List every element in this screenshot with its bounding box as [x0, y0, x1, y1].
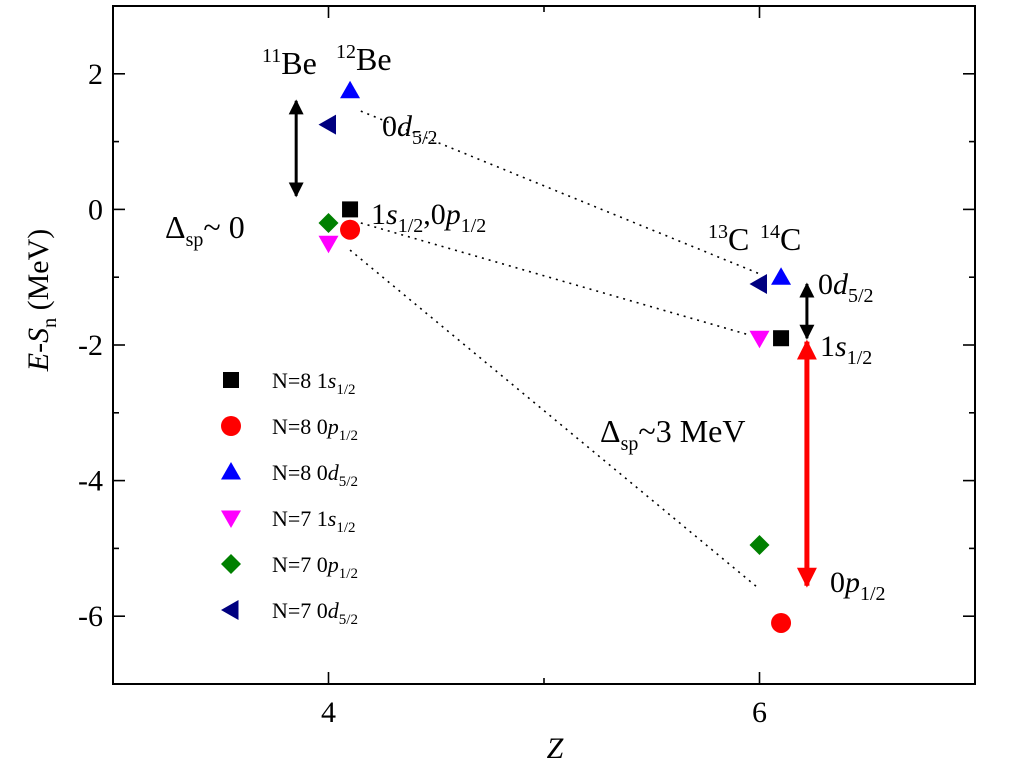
- data-point: [749, 273, 767, 294]
- dotted-guide-line: [360, 222, 749, 336]
- axis-ticks: [112, 5, 976, 685]
- x-axis-label: Z: [547, 732, 564, 765]
- dotted-guide-line: [349, 249, 761, 590]
- axis-tick-labels: 2 0 -2 -4 -6 4 6: [78, 58, 767, 729]
- legend-marker: [221, 462, 241, 480]
- legend-entry: N=7 0p1/2: [221, 552, 358, 582]
- data-point: [749, 330, 770, 349]
- x-tick-label: 4: [321, 696, 336, 729]
- dotted-guide-lines: [349, 110, 761, 590]
- legend-entry: N=7 0d5/2: [221, 598, 358, 628]
- legend-label: N=8 0d5/2: [272, 460, 358, 490]
- dotted-guide-line: [360, 110, 760, 275]
- annotation-be-1s12-0p12: 1s1/2,0p1/2: [371, 198, 486, 237]
- y-tick-label: -4: [78, 465, 103, 498]
- data-point: [771, 267, 792, 285]
- legend-marker: [221, 510, 241, 528]
- annotation-be-0d52: 0d5/2: [382, 110, 438, 149]
- legend-label: N=8 1s1/2: [272, 368, 356, 398]
- data-points: [318, 80, 792, 633]
- legend: N=8 1s1/2 N=8 0p1/2 N=8 0d5/2 N=7 1s1/2 N=7 …: [221, 368, 358, 628]
- data-point: [318, 212, 339, 233]
- legend-marker: [221, 600, 239, 620]
- annotation-c-0p12: 0p1/2: [830, 566, 886, 605]
- legend-label: N=8 0p1/2: [272, 414, 358, 444]
- legend-label: N=7 1s1/2: [272, 506, 356, 536]
- legend-entry: N=7 1s1/2: [221, 506, 356, 536]
- y-tick-label: -2: [78, 329, 103, 362]
- data-point: [749, 535, 770, 556]
- data-point: [340, 219, 361, 240]
- data-point: [318, 114, 336, 135]
- y-tick-label: 2: [88, 58, 103, 91]
- legend-label: N=7 0p1/2: [272, 552, 358, 582]
- annotation-c-0d52: 0d5/2: [818, 268, 874, 307]
- data-point: [318, 235, 339, 254]
- legend-marker: [221, 416, 241, 436]
- data-point: [340, 80, 361, 99]
- legend-marker: [223, 372, 239, 388]
- annotation-delta-c: Δsp~3 MeV: [600, 413, 745, 455]
- y-axis-label: E-Sn (MeV): [22, 229, 61, 372]
- annotation-c-1s12: 1s1/2: [820, 330, 872, 369]
- annotation-delta-be: Δsp~ 0: [165, 209, 245, 251]
- legend-entry: N=8 0p1/2: [221, 414, 358, 444]
- isotope-label-c13: 13C: [708, 221, 749, 257]
- gap-arrows: [288, 99, 817, 588]
- data-point: [771, 612, 792, 633]
- y-tick-label: 0: [88, 193, 103, 226]
- legend-entry: N=8 1s1/2: [223, 368, 356, 398]
- x-tick-label: 6: [752, 696, 767, 729]
- data-point: [342, 201, 359, 218]
- y-tick-label: -6: [78, 600, 103, 633]
- data-point: [773, 330, 790, 347]
- legend-entry: N=8 0d5/2: [221, 460, 358, 490]
- isotope-label-be12: 12Be: [336, 41, 392, 77]
- isotope-label-be11: 11Be: [262, 45, 317, 81]
- isotope-label-c14: 14C: [760, 221, 801, 257]
- legend-label: N=7 0d5/2: [272, 598, 358, 628]
- legend-marker: [221, 554, 241, 574]
